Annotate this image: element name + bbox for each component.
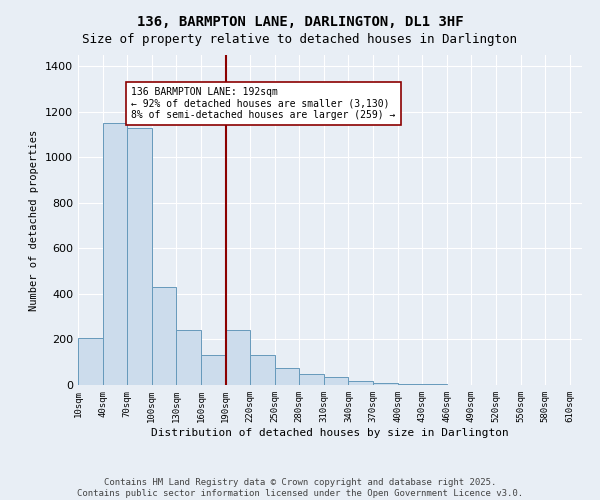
Text: 136 BARMPTON LANE: 192sqm
← 92% of detached houses are smaller (3,130)
8% of sem: 136 BARMPTON LANE: 192sqm ← 92% of detac…: [131, 87, 395, 120]
Bar: [78, 338, 103, 385]
Text: Contains HM Land Registry data © Crown copyright and database right 2025.
Contai: Contains HM Land Registry data © Crown c…: [77, 478, 523, 498]
Bar: [176, 330, 201, 385]
Bar: [127, 128, 152, 385]
Y-axis label: Number of detached properties: Number of detached properties: [29, 130, 40, 310]
Bar: [250, 356, 275, 385]
Bar: [275, 368, 299, 385]
X-axis label: Distribution of detached houses by size in Darlington: Distribution of detached houses by size …: [151, 428, 509, 438]
Text: 136, BARMPTON LANE, DARLINGTON, DL1 3HF: 136, BARMPTON LANE, DARLINGTON, DL1 3HF: [137, 15, 463, 29]
Text: Size of property relative to detached houses in Darlington: Size of property relative to detached ho…: [83, 32, 517, 46]
Bar: [152, 287, 176, 385]
Bar: [201, 356, 226, 385]
Bar: [422, 384, 447, 385]
Bar: [103, 124, 127, 385]
Bar: [299, 374, 324, 385]
Bar: [226, 330, 250, 385]
Bar: [349, 381, 373, 385]
Bar: [324, 377, 349, 385]
Bar: [398, 384, 422, 385]
Bar: [373, 382, 398, 385]
